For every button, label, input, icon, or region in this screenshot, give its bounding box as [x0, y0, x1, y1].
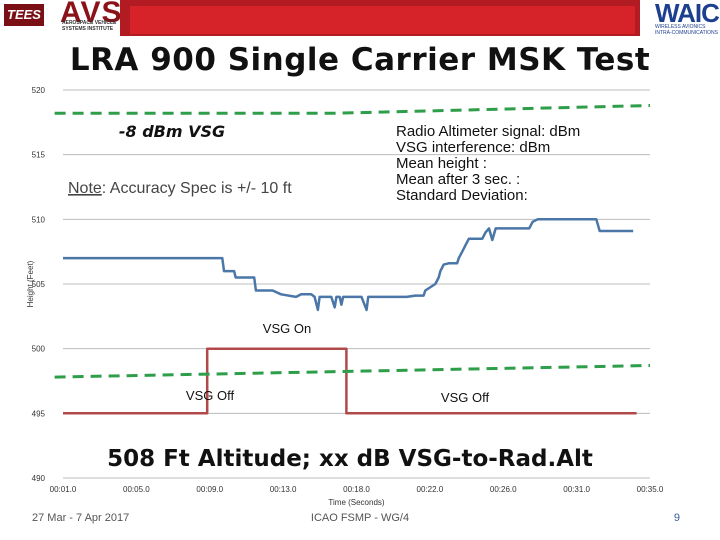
- x-tick-label: 00:22.0: [417, 485, 444, 494]
- x-tick-label: 00:13.0: [270, 485, 297, 494]
- y-axis-title: Height (Feet): [26, 260, 35, 307]
- y-tick-label: 515: [32, 151, 46, 160]
- accuracy-limit-line: [54, 364, 651, 379]
- x-tick-label: 00:35.0: [637, 485, 664, 494]
- waic-logo: WAIC: [655, 0, 720, 28]
- vsg-off-label: VSG Off: [186, 388, 235, 403]
- accuracy-note: Note: Accuracy Spec is +/- 10 ft: [68, 180, 292, 197]
- vsg-power-label: -8 dBm VSG: [119, 122, 225, 141]
- y-tick-label: 490: [32, 474, 46, 483]
- waic-subtitle: WIRELESS AVIONICS INTRA-COMMUNICATIONS: [655, 24, 718, 36]
- y-tick-label: 505: [32, 280, 46, 289]
- vsg-off-label: VSG Off: [441, 390, 490, 405]
- series-line: [63, 347, 637, 415]
- accuracy-note-prefix: Note: [68, 180, 102, 197]
- chart-bottom-title: 508 Ft Altitude; xx dB VSG-to-Rad.Alt: [107, 446, 593, 472]
- x-tick-label: 00:26.0: [490, 485, 517, 494]
- header-red-band-inner: [130, 6, 635, 34]
- x-tick-label: 00:31.0: [563, 485, 590, 494]
- legend-line: Mean after 3 sec. :: [396, 171, 520, 188]
- accuracy-limit-line: [54, 104, 651, 115]
- y-tick-label: 500: [32, 345, 46, 354]
- legend-line: Radio Altimeter signal: dBm: [396, 123, 580, 140]
- footer-page-number: 9: [673, 512, 680, 524]
- x-tick-label: 00:01.0: [50, 485, 77, 494]
- series-line: [63, 218, 634, 312]
- footer-center: ICAO FSMP - WG/4: [310, 512, 410, 524]
- y-tick-label: 495: [32, 409, 46, 418]
- tees-logo: TEES: [4, 4, 44, 26]
- avsi-subtitle: AEROSPACE VEHICLE SYSTEMS INSTITUTE: [62, 20, 117, 32]
- x-tick-label: 00:18.0: [343, 485, 370, 494]
- footer-date: 27 Mar - 7 Apr 2017: [32, 512, 130, 524]
- vsg-on-label: VSG On: [263, 321, 311, 336]
- y-tick-label: 520: [32, 86, 46, 95]
- avsi-logo: AVSI: [60, 0, 132, 29]
- x-axis-title: Time (Seconds): [328, 498, 385, 507]
- header-bar: TEES AVSI AEROSPACE VEHICLE SYSTEMS INST…: [0, 0, 720, 44]
- legend-line: Mean height :: [396, 155, 487, 172]
- accuracy-note-text: : Accuracy Spec is +/- 10 ft: [102, 180, 292, 197]
- x-tick-label: 00:09.0: [196, 485, 223, 494]
- slide-title: LRA 900 Single Carrier MSK Test: [69, 42, 651, 78]
- legend-line: Standard Deviation:: [396, 187, 528, 204]
- y-tick-label: 510: [32, 215, 46, 224]
- legend-line: VSG interference: dBm: [396, 139, 550, 156]
- waic-logo-box: [645, 0, 720, 44]
- x-tick-label: 00:05.0: [123, 485, 150, 494]
